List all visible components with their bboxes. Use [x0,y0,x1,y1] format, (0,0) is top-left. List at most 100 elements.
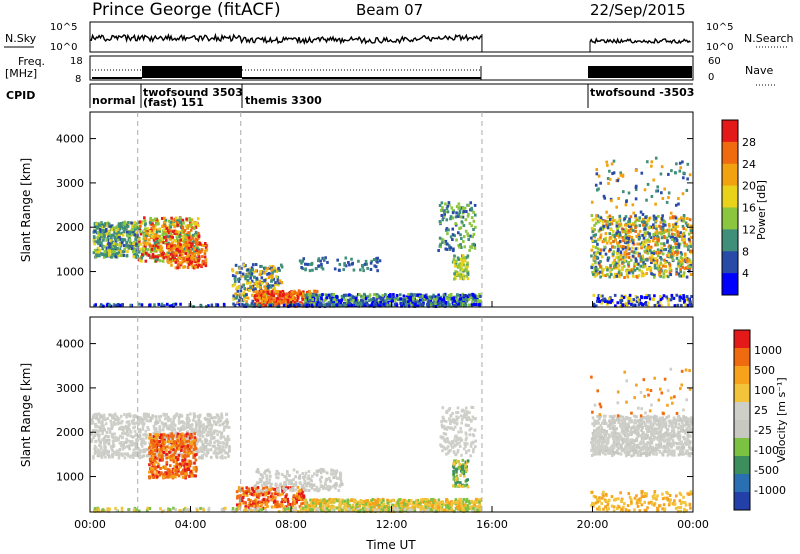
power-cell [594,267,598,271]
power-cell [343,303,346,307]
power-cell [666,275,670,279]
power-cell [675,293,679,297]
power-cell [125,254,129,258]
power-cell [187,259,191,263]
power-cell [609,264,612,268]
power-cell [597,187,600,191]
power-cell [145,231,149,235]
velocity-cell [116,422,120,426]
power-cell [646,182,650,186]
power-cell [351,261,355,265]
power-cell [631,229,635,233]
power-cell [105,249,109,253]
power-cell [375,299,378,303]
power-cell [689,261,693,265]
nave-label: Nave [745,64,773,77]
power-cell [632,274,635,278]
power-cell [690,249,693,253]
power-cell [674,228,678,232]
power-cell [299,292,302,296]
power-cell [667,222,671,226]
power-cell [142,233,146,237]
velocity-cell [100,415,103,419]
power-cell [419,298,422,302]
power-cell [637,254,641,258]
power-cell [467,293,471,297]
power-cell [97,250,101,254]
power-cell [255,276,259,280]
power-cell [125,225,129,229]
power-cell [148,221,152,225]
velocity-cell [120,432,124,436]
power-cell [252,289,256,293]
power-cell [320,297,323,301]
power-cell [667,253,671,257]
power-cell [190,223,193,227]
power-cell [446,204,450,208]
power-cell [114,245,117,249]
power-cell [398,293,402,297]
power-cell [682,171,685,175]
velocity-cell [128,423,131,427]
power-cell [686,303,690,307]
power-cell [688,218,692,222]
power-cell [379,300,383,304]
power-cell [608,222,611,226]
power-cell [290,293,293,297]
power-cell [613,258,616,262]
velocity-cell [158,425,162,429]
power-cell [682,213,686,217]
power-cell [590,266,594,270]
power-cell [473,294,476,298]
power-cell [436,302,440,306]
velocity-cell [94,425,97,429]
power-cell [599,275,602,279]
power-cell [598,252,602,256]
velocity-cell [216,452,220,456]
velocity-cell [202,429,205,433]
power-cell [248,271,251,275]
velocity-cell [209,455,213,459]
power-cell [197,259,200,263]
power-cell [446,300,450,304]
power-cell [94,250,98,254]
power-cell [171,254,175,258]
power-cell [278,279,282,283]
power-cell [322,299,326,303]
velocity-cell [147,427,150,431]
velocity-cell [140,449,143,453]
power-cell [107,222,111,226]
power-cell [610,199,613,203]
velocity-cell [213,441,216,445]
power-cell [644,216,647,220]
power-cell [268,299,272,303]
power-cell [592,234,596,238]
ytick-label: 4000 [56,133,84,146]
power-cell [110,255,113,259]
power-cell [631,271,635,275]
power-cell [366,266,369,270]
velocity-cell [218,423,222,427]
power-cell [606,300,610,304]
power-cell [186,265,190,269]
power-cell [138,240,141,244]
power-cell [194,258,198,262]
power-cell [313,299,317,303]
power-cell [624,255,628,259]
power-cell [168,226,171,230]
power-cell [108,253,111,257]
power-cell [319,301,323,305]
power-cell [93,248,97,252]
power-cell [384,292,387,296]
power-cell [262,302,266,306]
velocity-cell [222,441,226,445]
power-cell [148,303,151,307]
power-cell [162,228,166,232]
power-cell [601,298,605,302]
velocity-cell [171,421,175,425]
power-cell [286,292,290,296]
power-cell [159,248,162,252]
velocity-cell [176,427,180,431]
power-cell [315,293,318,297]
power-cell [260,281,264,285]
